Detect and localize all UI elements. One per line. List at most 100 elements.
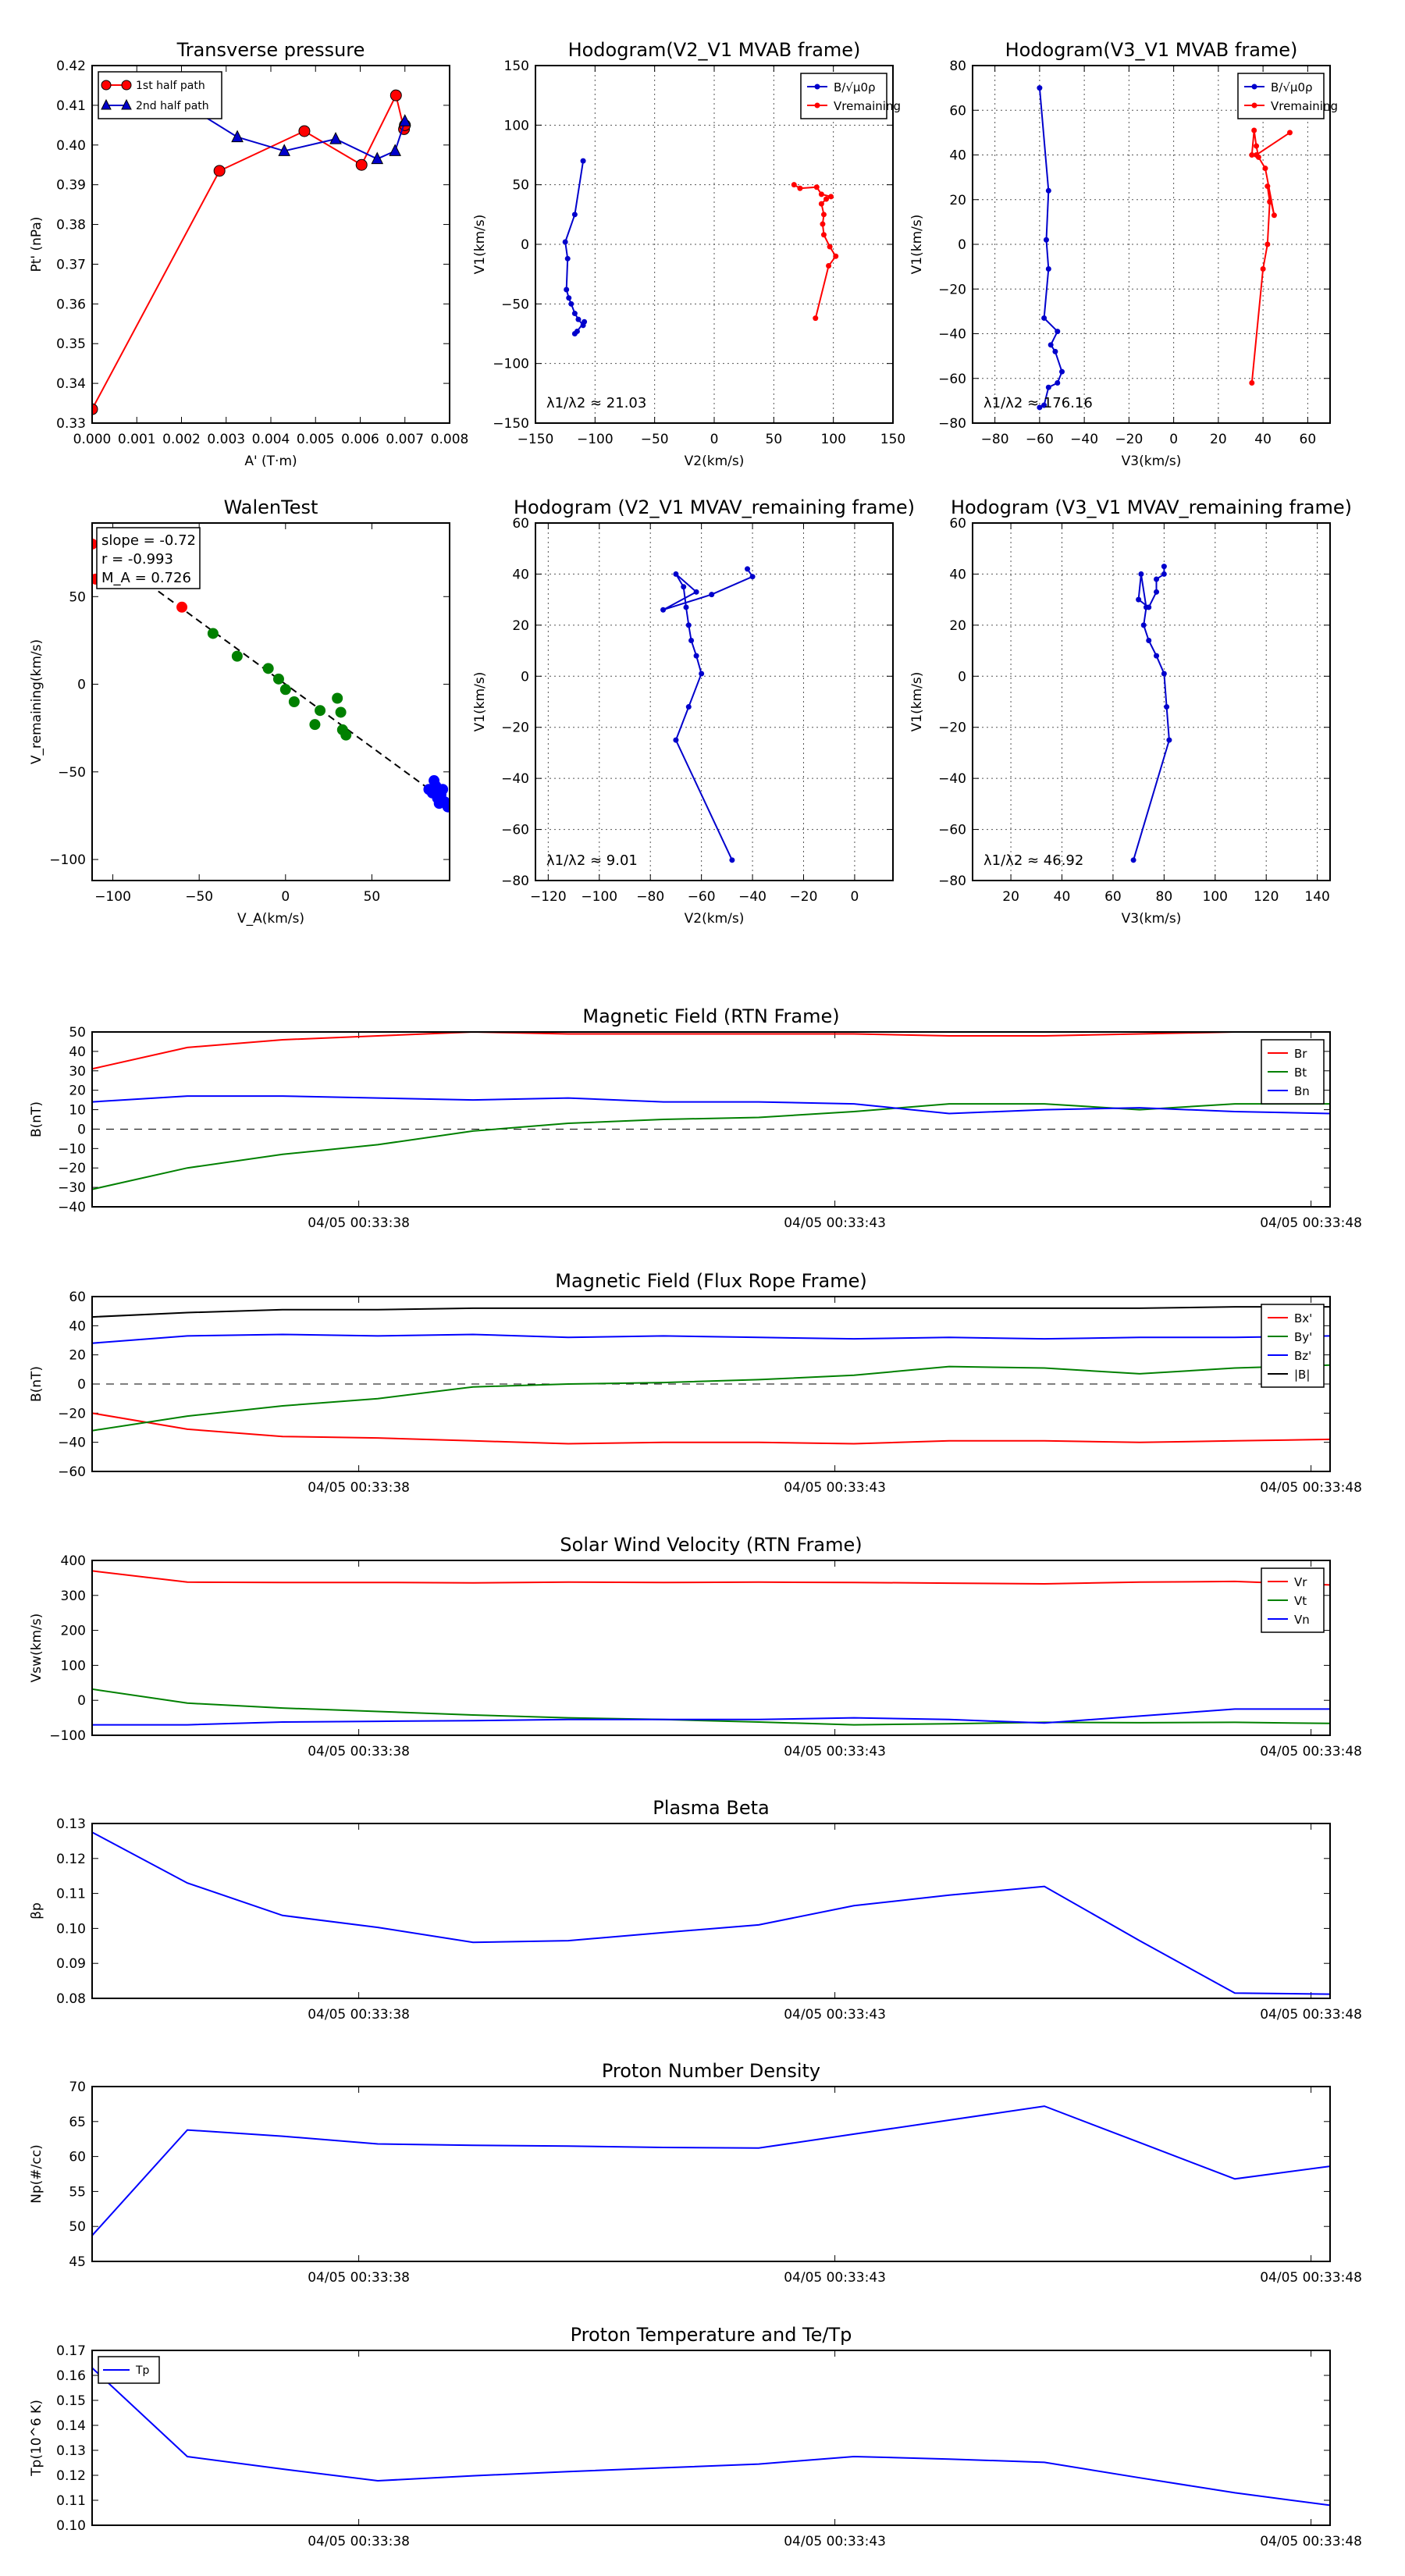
data-point xyxy=(389,89,402,101)
y-tick-label: −20 xyxy=(58,1406,86,1421)
data-point xyxy=(278,144,290,156)
y-tick-label: −150 xyxy=(493,416,529,432)
data-point xyxy=(1052,348,1058,354)
x-tick-label: −60 xyxy=(1026,432,1054,447)
y-tick-label: 0.33 xyxy=(56,416,86,432)
data-point xyxy=(1249,379,1255,386)
data-point xyxy=(298,125,311,137)
data-point xyxy=(699,671,705,677)
y-tick-label: 0.41 xyxy=(56,98,86,114)
y-tick-label: 45 xyxy=(69,2254,86,2270)
series-line-Bz' xyxy=(92,1333,1330,1344)
y-tick-label: 0 xyxy=(77,678,86,693)
y-tick-label: 60 xyxy=(949,103,966,119)
y-tick-label: −20 xyxy=(501,720,529,736)
data-point xyxy=(693,589,699,595)
y-tick-label: 0 xyxy=(77,1122,86,1137)
x-tick-label: 100 xyxy=(820,432,845,447)
y-tick-label: 0.37 xyxy=(56,257,86,272)
series-line-blue xyxy=(663,568,754,861)
x-tick-label: 04/05 00:33:38 xyxy=(308,2007,410,2023)
walen-stat: r = -0.993 xyxy=(101,551,173,568)
legend: Bx' By' Bz' |B| xyxy=(1261,1304,1325,1388)
data-point xyxy=(685,622,692,628)
data-point xyxy=(673,737,679,743)
plot-area xyxy=(92,2367,1330,2507)
y-axis-label: B(nT) xyxy=(29,1366,44,1402)
data-point xyxy=(442,801,450,813)
y-tick-label: −40 xyxy=(58,1436,86,1451)
data-point xyxy=(564,286,570,293)
x-tick-label: 150 xyxy=(880,432,905,447)
x-tick-label: 04/05 00:33:38 xyxy=(308,1744,410,1759)
legend-label: Tp xyxy=(135,2364,150,2377)
data-point xyxy=(1262,165,1268,172)
x-tick-label: −60 xyxy=(688,889,716,905)
x-tick-label: 0 xyxy=(710,432,719,447)
data-point xyxy=(826,262,832,269)
x-tick-label: 60 xyxy=(1104,889,1122,905)
y-tick-label: −60 xyxy=(938,823,966,838)
data-point xyxy=(693,653,699,659)
data-point xyxy=(566,295,572,301)
data-point xyxy=(213,165,226,177)
chart-title: Proton Number Density xyxy=(602,2060,820,2082)
y-tick-label: 0.34 xyxy=(56,376,86,392)
legend-marker xyxy=(121,80,132,91)
x-tick-label: 04/05 00:33:48 xyxy=(1260,1215,1362,1231)
legend: Tp xyxy=(98,2356,160,2384)
data-point xyxy=(818,201,824,207)
plot-area xyxy=(92,2105,1330,2236)
y-tick-label: −80 xyxy=(501,873,529,889)
legend-box xyxy=(1261,1039,1325,1105)
y-tick-label: 0.38 xyxy=(56,218,86,233)
chart-hodogram-v3-v1-mvav: Hodogram (V3_V1 MVAV_remaining frame) 20 4… xyxy=(909,496,1352,927)
x-tick-label: 140 xyxy=(1304,889,1329,905)
x-axis-label: V2(km/s) xyxy=(685,454,745,469)
x-tick-label: 04/05 00:33:43 xyxy=(784,1480,886,1496)
x-tick-label: 04/05 00:33:43 xyxy=(784,1215,886,1231)
x-tick-label: −20 xyxy=(1115,432,1143,447)
data-point xyxy=(1041,315,1048,321)
y-axis-label: V1(km/s) xyxy=(909,215,925,275)
legend-label: Bz' xyxy=(1294,1349,1311,1363)
chart-title: Proton Temperature and Te/Tp xyxy=(571,2324,852,2346)
data-point xyxy=(1271,212,1277,219)
plot-area xyxy=(1130,564,1172,863)
y-tick-label: 70 xyxy=(69,2080,86,2095)
data-point xyxy=(571,331,578,336)
series-line-Tp xyxy=(92,2367,1330,2507)
data-point xyxy=(1055,329,1061,335)
y-tick-label: 20 xyxy=(949,193,966,208)
legend-label: Bn xyxy=(1294,1084,1310,1098)
axes-frame xyxy=(972,522,1331,881)
data-point xyxy=(340,729,352,741)
data-point xyxy=(1037,404,1043,411)
x-tick-label: −40 xyxy=(1070,432,1098,447)
legend-label: Vt xyxy=(1294,1594,1307,1608)
y-axis-label: βp xyxy=(29,1902,44,1920)
legend-box xyxy=(1261,1304,1325,1388)
x-tick-label: 04/05 00:33:48 xyxy=(1260,2534,1362,2549)
series-line-Bx' xyxy=(92,1412,1330,1445)
y-tick-label: 0.14 xyxy=(56,2418,86,2434)
series-line-Vremaining xyxy=(793,183,837,318)
data-point xyxy=(389,144,401,156)
y-tick-label: 65 xyxy=(69,2115,86,2130)
y-tick-label: 40 xyxy=(69,1044,86,1060)
y-tick-label: 0.42 xyxy=(56,59,86,74)
data-point xyxy=(1286,130,1293,136)
y-tick-label: 40 xyxy=(69,1318,86,1334)
eigenvalue-ratio-label: λ1/λ2 ≈ 9.01 xyxy=(546,852,638,869)
y-axis-label: V1(km/s) xyxy=(472,215,488,275)
x-tick-label: 50 xyxy=(364,889,381,905)
x-tick-label: −100 xyxy=(581,889,617,905)
data-point xyxy=(1166,737,1172,743)
plot-area xyxy=(1037,85,1293,411)
series-line-Np xyxy=(92,2105,1330,2236)
x-tick-label: 20 xyxy=(1002,889,1019,905)
data-point xyxy=(685,704,692,710)
x-tick-label: −100 xyxy=(94,889,131,905)
data-point xyxy=(1140,622,1147,628)
x-tick-label: −120 xyxy=(530,889,567,905)
